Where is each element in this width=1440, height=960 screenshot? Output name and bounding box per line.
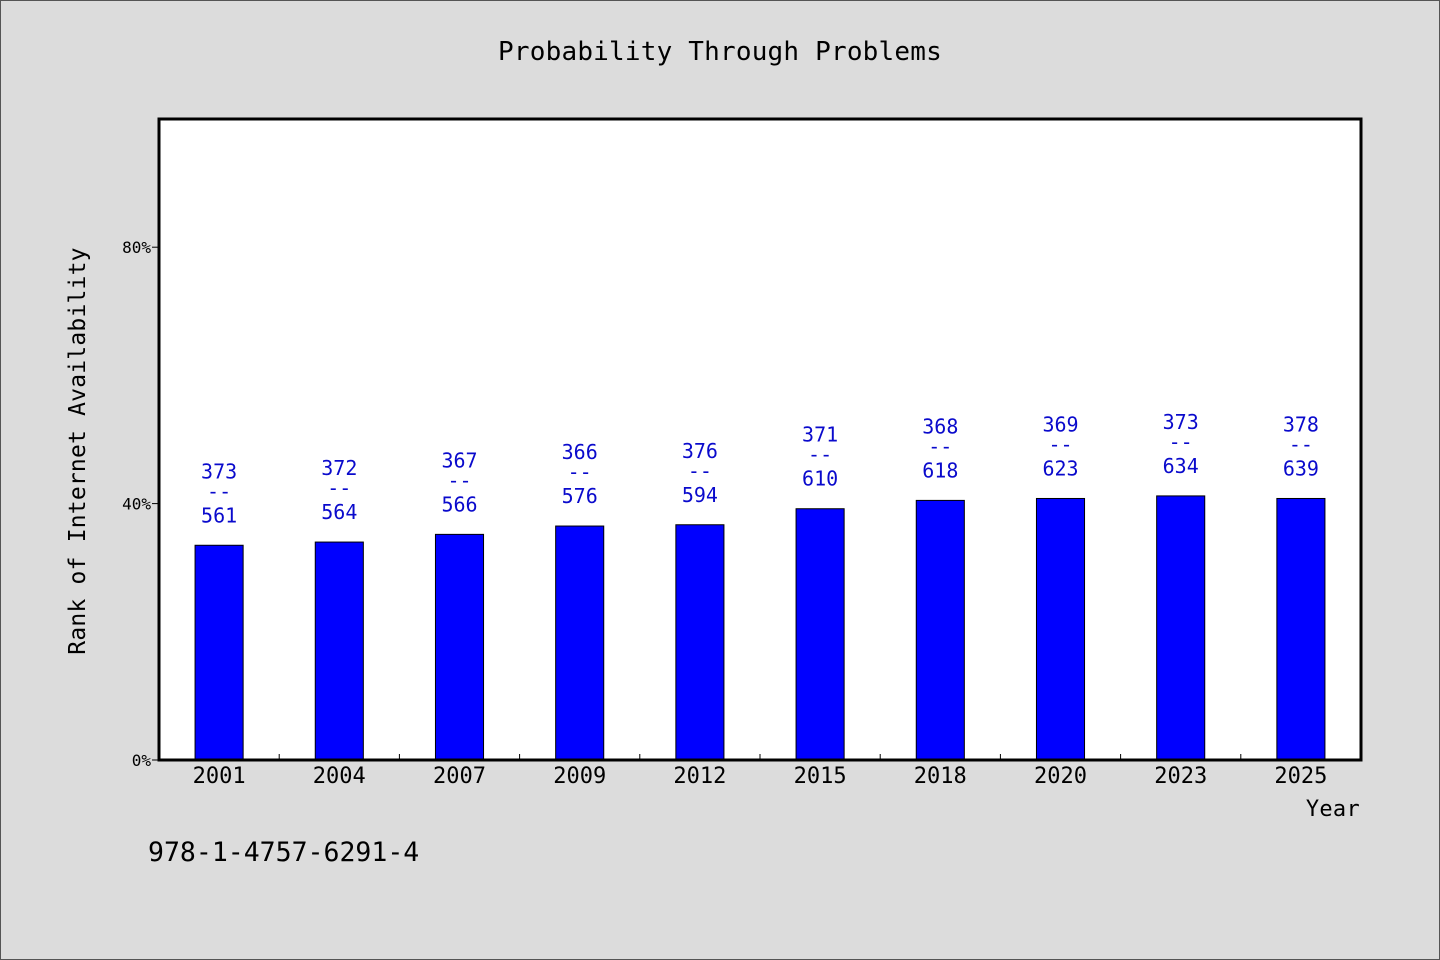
x-tick-label-2007: 2007 bbox=[433, 764, 486, 789]
y-tick-label-0: 0% bbox=[132, 751, 152, 770]
bar-2012 bbox=[675, 524, 725, 761]
bar-2023 bbox=[1156, 495, 1206, 761]
x-tick-label-2009: 2009 bbox=[553, 764, 606, 789]
chart-title: Probability Through Problems bbox=[498, 37, 942, 67]
x-tick-label-2012: 2012 bbox=[673, 764, 726, 789]
bar-label-total-2023: 634 bbox=[1163, 454, 1199, 478]
x-tick-label-2018: 2018 bbox=[914, 764, 967, 789]
bar-label-rank-2001: 373 bbox=[201, 459, 237, 483]
x-tick-label-2023: 2023 bbox=[1154, 764, 1207, 789]
y-axis: 0% 40% 80% bbox=[122, 238, 159, 770]
x-axis-title: Year bbox=[1306, 797, 1360, 822]
bar-2009 bbox=[555, 525, 605, 761]
bar-label-separator-2025: -- bbox=[1289, 432, 1313, 456]
x-tick-label-2025: 2025 bbox=[1274, 764, 1327, 789]
bar-label-separator-2020: -- bbox=[1048, 432, 1072, 456]
bar-2007 bbox=[434, 533, 485, 761]
bar-label-rank-2018: 368 bbox=[922, 414, 958, 438]
x-tick-label-2020: 2020 bbox=[1034, 764, 1087, 789]
bar-label-rank-2023: 373 bbox=[1163, 410, 1199, 434]
x-axis: 2001 2004 2007 2009 2012 2015 2018 2020 2023 2025 bbox=[193, 754, 1327, 789]
bar-label-rank-2020: 369 bbox=[1042, 412, 1078, 436]
bar-label-total-2020: 623 bbox=[1042, 456, 1078, 480]
bar-label-rank-2015: 371 bbox=[802, 423, 838, 447]
bar-data-labels: 373--561372--564367--566366--576376--594… bbox=[201, 410, 1319, 527]
bar-label-separator-2018: -- bbox=[928, 434, 952, 458]
bar-2004 bbox=[314, 541, 364, 761]
bar-label-separator-2015: -- bbox=[808, 443, 832, 467]
bar-series bbox=[194, 495, 1326, 761]
x-tick-label-2001: 2001 bbox=[193, 764, 246, 789]
bar-label-total-2025: 639 bbox=[1283, 456, 1319, 480]
bar-label-rank-2007: 367 bbox=[441, 448, 477, 472]
bar-label-total-2001: 561 bbox=[201, 503, 237, 527]
bar-2015 bbox=[795, 508, 845, 761]
bar-label-total-2018: 618 bbox=[922, 458, 958, 482]
bar-label-separator-2012: -- bbox=[688, 459, 712, 483]
bar-label-total-2009: 576 bbox=[562, 484, 598, 508]
bar-label-total-2004: 564 bbox=[321, 500, 357, 524]
caption-text: 978-1-4757-6291-4 bbox=[148, 837, 419, 868]
bar-2025 bbox=[1276, 497, 1326, 761]
bar-label-rank-2009: 366 bbox=[562, 440, 598, 464]
y-tick-label-80: 80% bbox=[122, 238, 151, 257]
y-tick-label-40: 40% bbox=[122, 495, 151, 514]
bar-label-rank-2025: 378 bbox=[1283, 412, 1319, 436]
bar-label-total-2015: 610 bbox=[802, 467, 838, 491]
x-tick-label-2015: 2015 bbox=[794, 764, 847, 789]
bar-label-separator-2004: -- bbox=[327, 476, 351, 500]
x-tick-label-2004: 2004 bbox=[313, 764, 366, 789]
bar-2020 bbox=[1035, 497, 1086, 761]
bar-label-total-2012: 594 bbox=[682, 483, 718, 507]
bar-label-separator-2023: -- bbox=[1169, 430, 1193, 454]
bar-label-separator-2001: -- bbox=[207, 479, 231, 503]
bar-label-separator-2009: -- bbox=[568, 460, 592, 484]
bar-label-separator-2007: -- bbox=[447, 468, 471, 492]
bar-2001 bbox=[194, 544, 244, 761]
bar-2018 bbox=[915, 499, 965, 761]
bar-label-rank-2004: 372 bbox=[321, 456, 357, 480]
bar-label-total-2007: 566 bbox=[441, 492, 477, 516]
bar-label-rank-2012: 376 bbox=[682, 439, 718, 463]
y-axis-title: Rank of Internet Availability bbox=[65, 247, 91, 654]
